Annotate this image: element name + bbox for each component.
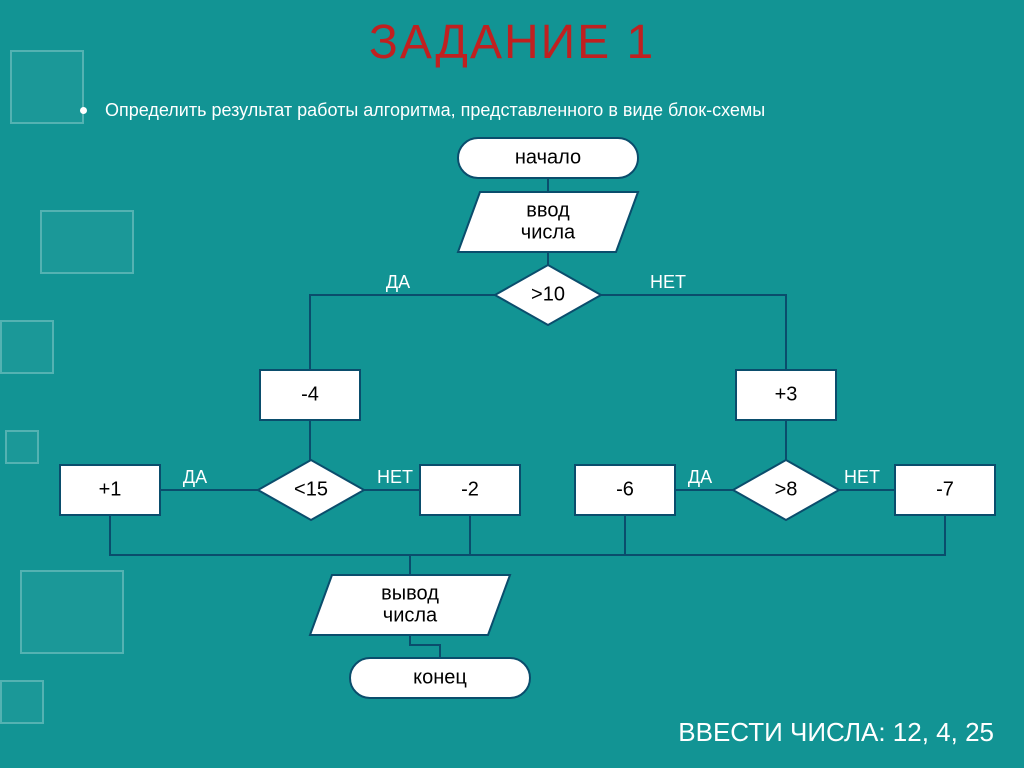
edge-m7-output [410, 515, 945, 555]
node-label-m6: -6 [616, 479, 634, 501]
edge-output-end [410, 635, 440, 658]
node-label-output: вывод [381, 583, 439, 605]
node-label-p1: +1 [99, 479, 122, 501]
node-label-input: ввод [526, 200, 570, 222]
edge-m2-output [410, 515, 470, 555]
node-label-d10: >10 [531, 284, 565, 306]
edge-d10-m4 [310, 295, 495, 370]
edge-m6-output [410, 515, 625, 555]
edge-label-d15-p1: ДА [183, 467, 207, 487]
flowchart-svg: ДАНЕТДАНЕТДАНЕТначаловводчисла>10-4+3<15… [0, 0, 1024, 768]
edge-p1-output [110, 515, 410, 575]
node-label-p3: +3 [775, 384, 798, 406]
edge-label-d10-m4: ДА [386, 272, 410, 292]
node-label-m2: -2 [461, 479, 479, 501]
node-label-d8: >8 [775, 479, 798, 501]
footer-input-values: ВВЕСТИ ЧИСЛА: 12, 4, 25 [678, 717, 994, 748]
node-label-end: конец [413, 667, 467, 689]
node-label-d15: <15 [294, 479, 328, 501]
edge-label-d10-p3: НЕТ [650, 272, 686, 292]
edge-label-d15-m2: НЕТ [377, 467, 413, 487]
edge-label-d8-m6: ДА [688, 467, 712, 487]
node-label-input: числа [521, 222, 576, 244]
node-label-m7: -7 [936, 479, 954, 501]
node-label-m4: -4 [301, 384, 319, 406]
node-label-start: начало [515, 147, 581, 169]
edge-d10-p3 [601, 295, 786, 370]
edge-label-d8-m7: НЕТ [844, 467, 880, 487]
slide-root: ЗАДАНИЕ 1 Определить результат работы ал… [0, 0, 1024, 768]
node-label-output: числа [383, 605, 438, 627]
